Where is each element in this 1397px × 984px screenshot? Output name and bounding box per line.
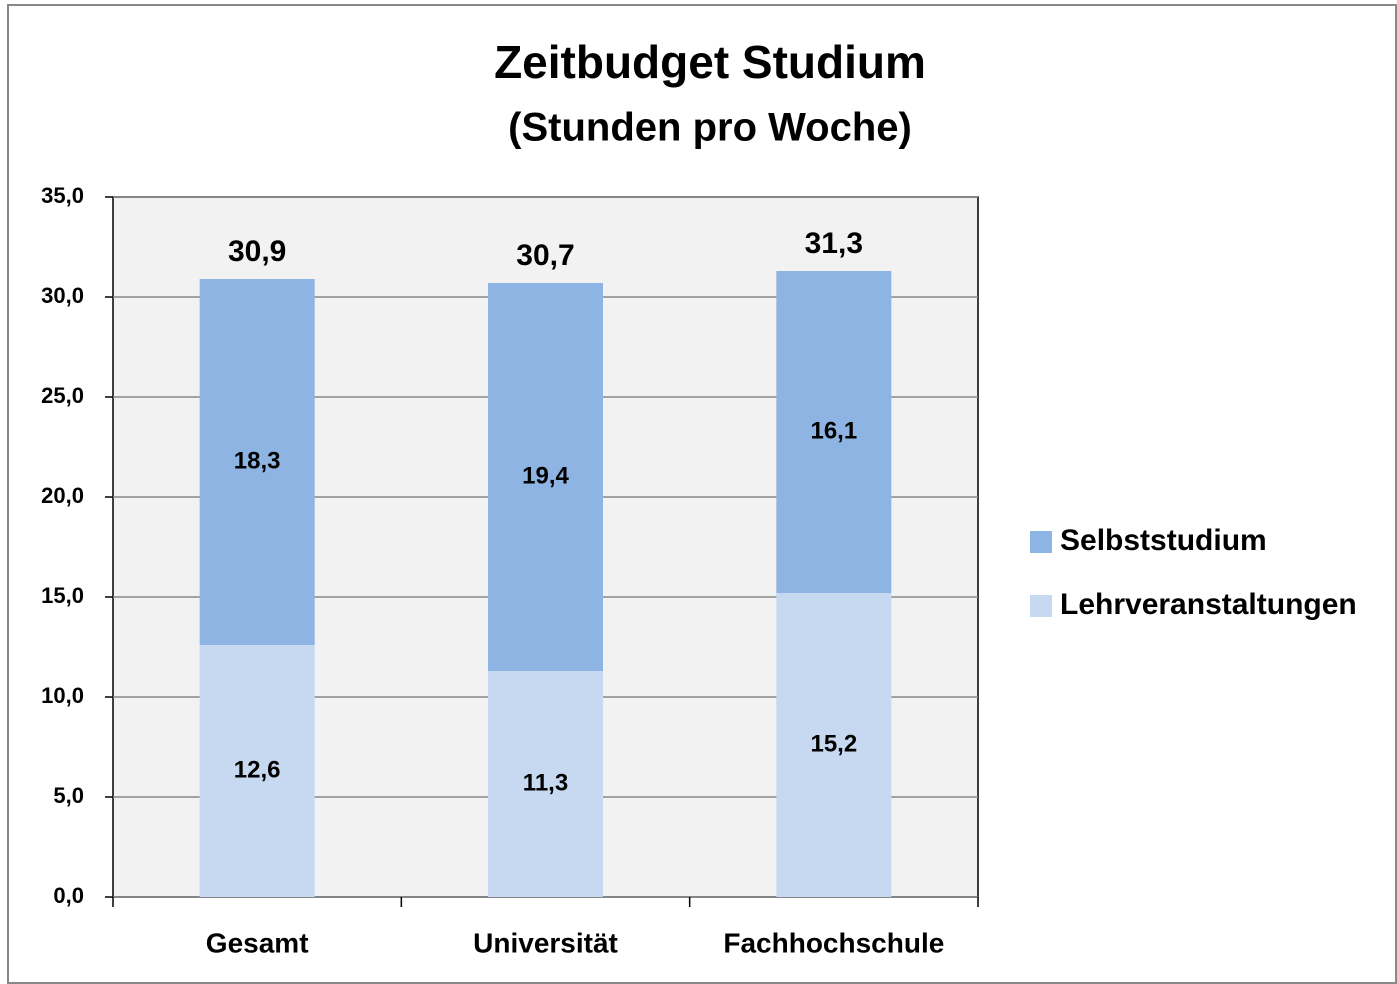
x-tick-label: Fachhochschule — [723, 927, 944, 958]
y-tick-label: 20,0 — [41, 483, 84, 508]
data-label: 12,6 — [234, 756, 281, 783]
bar-segment — [776, 271, 892, 593]
y-tick-label: 25,0 — [41, 383, 84, 408]
data-label: 19,4 — [522, 462, 569, 489]
legend-swatch — [1030, 595, 1052, 617]
bar-segment — [488, 283, 603, 671]
legend-swatch — [1030, 531, 1052, 553]
total-label: 31,3 — [805, 227, 863, 260]
data-label: 18,3 — [234, 447, 281, 474]
x-tick-label: Universität — [473, 927, 618, 958]
bar-segment — [199, 645, 315, 897]
data-label: 15,2 — [810, 730, 857, 757]
total-label: 30,7 — [516, 239, 574, 272]
legend-label: Lehrveranstaltungen — [1060, 588, 1357, 621]
total-label: 30,9 — [228, 235, 286, 268]
bar-segment — [199, 279, 315, 645]
x-tick-label: Gesamt — [206, 927, 309, 958]
y-tick-label: 5,0 — [53, 783, 84, 808]
y-tick-label: 0,0 — [53, 883, 84, 908]
chart-title: Zeitbudget Studium — [494, 36, 926, 88]
bar-segment — [488, 671, 603, 897]
y-tick-label: 10,0 — [41, 683, 84, 708]
data-label: 16,1 — [810, 417, 857, 444]
data-label: 11,3 — [523, 769, 568, 796]
bar-segment — [776, 593, 892, 897]
y-tick-label: 30,0 — [41, 283, 84, 308]
legend-label: Selbststudium — [1060, 524, 1267, 557]
y-tick-label: 35,0 — [41, 183, 84, 208]
chart-subtitle: (Stunden pro Woche) — [508, 106, 912, 150]
y-tick-label: 15,0 — [41, 583, 84, 608]
